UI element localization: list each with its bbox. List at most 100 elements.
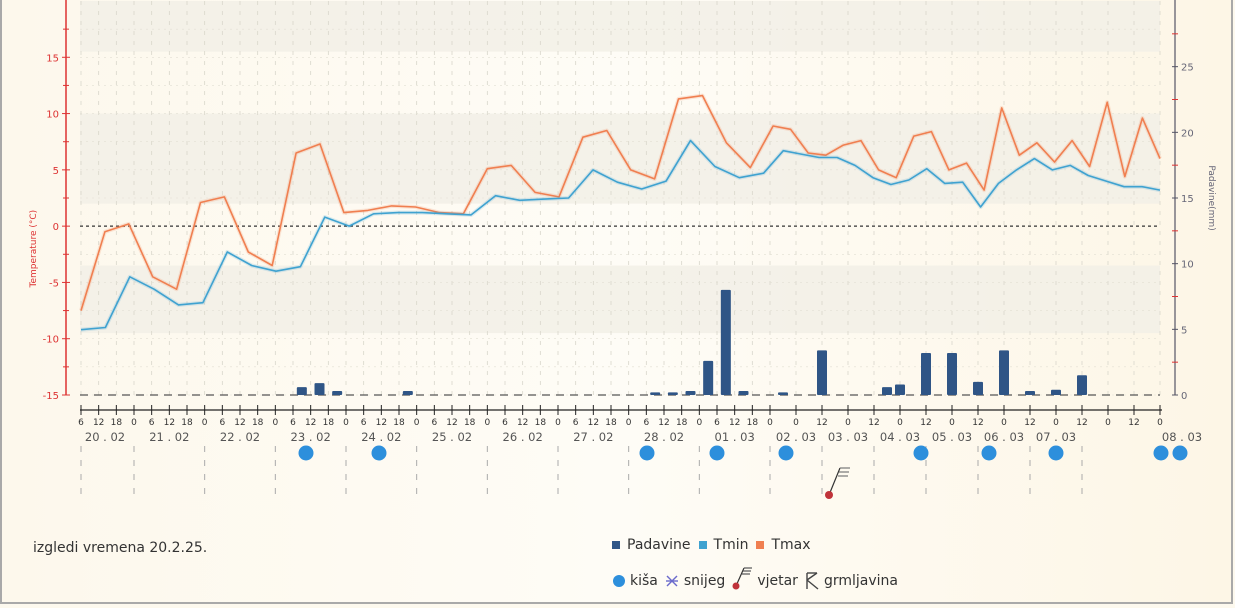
wind-flag-icon bbox=[732, 567, 753, 590]
legend-vjetar: vjetar bbox=[731, 567, 798, 591]
svg-text:20: 20 bbox=[1181, 128, 1194, 139]
svg-text:0: 0 bbox=[131, 418, 137, 428]
temperature-lines bbox=[79, 93, 1162, 332]
svg-text:12: 12 bbox=[1024, 418, 1035, 428]
svg-text:0: 0 bbox=[343, 418, 349, 428]
axes: -15 -10 -5 0 5 10 15 Temperature (°C) 0 5 10 15 20 25… bbox=[29, 0, 1216, 498]
svg-text:12: 12 bbox=[446, 418, 457, 428]
svg-text:0: 0 bbox=[414, 418, 420, 428]
svg-text:28 . 02: 28 . 02 bbox=[644, 430, 684, 444]
svg-text:12: 12 bbox=[1076, 418, 1087, 428]
svg-text:6: 6 bbox=[643, 418, 649, 428]
svg-text:02 . 03: 02 . 03 bbox=[776, 430, 816, 444]
background-bands bbox=[80, 1, 1160, 334]
svg-text:0: 0 bbox=[555, 418, 561, 428]
svg-text:23 . 02: 23 . 02 bbox=[291, 430, 331, 444]
thunder-icon bbox=[806, 572, 819, 590]
svg-text:12: 12 bbox=[93, 418, 104, 428]
svg-text:-15: -15 bbox=[43, 391, 59, 402]
svg-text:12: 12 bbox=[1128, 418, 1139, 428]
svg-text:6: 6 bbox=[714, 418, 720, 428]
svg-text:25: 25 bbox=[1181, 63, 1194, 74]
svg-text:0: 0 bbox=[1105, 418, 1111, 428]
svg-text:6: 6 bbox=[573, 418, 579, 428]
rain-dot-icon bbox=[613, 575, 625, 587]
svg-text:26 . 02: 26 . 02 bbox=[503, 430, 543, 444]
svg-text:6: 6 bbox=[361, 418, 367, 428]
svg-text:5: 5 bbox=[1181, 325, 1187, 336]
svg-text:18: 18 bbox=[393, 418, 405, 428]
forecast-title: izgledi vremena 20.2.25. bbox=[33, 540, 208, 556]
svg-text:06 . 03: 06 . 03 bbox=[984, 430, 1024, 444]
legend-tmin: Tmin bbox=[698, 537, 749, 553]
svg-text:12: 12 bbox=[920, 418, 931, 428]
svg-text:12: 12 bbox=[305, 418, 316, 428]
svg-text:0: 0 bbox=[949, 418, 955, 428]
svg-text:-5: -5 bbox=[49, 278, 59, 289]
svg-text:18: 18 bbox=[605, 418, 617, 428]
svg-text:6: 6 bbox=[290, 418, 296, 428]
svg-text:12: 12 bbox=[972, 418, 983, 428]
svg-text:0: 0 bbox=[845, 418, 851, 428]
svg-text:12: 12 bbox=[376, 418, 387, 428]
weather-markers bbox=[298, 445, 1188, 499]
svg-text:21 . 02: 21 . 02 bbox=[149, 430, 189, 444]
svg-text:12: 12 bbox=[588, 418, 599, 428]
svg-text:0: 0 bbox=[696, 418, 702, 428]
svg-text:12: 12 bbox=[868, 418, 879, 428]
svg-text:12: 12 bbox=[517, 418, 528, 428]
svg-text:18: 18 bbox=[111, 418, 123, 428]
svg-text:0: 0 bbox=[1181, 391, 1187, 402]
legend-label: Padavine bbox=[627, 537, 691, 553]
svg-text:12: 12 bbox=[729, 418, 740, 428]
svg-text:6: 6 bbox=[149, 418, 155, 428]
svg-text:18: 18 bbox=[676, 418, 688, 428]
legend-symbols: kiša snijeg vjetar grmljavina bbox=[612, 567, 898, 591]
svg-text:5: 5 bbox=[53, 166, 59, 177]
svg-text:05 . 03: 05 . 03 bbox=[932, 430, 972, 444]
svg-text:-10: -10 bbox=[43, 335, 59, 346]
tmin-swatch-icon bbox=[698, 541, 707, 549]
legend-kisa: kiša bbox=[612, 573, 658, 589]
legend-grmljavina: grmljavina bbox=[804, 572, 898, 590]
svg-text:18: 18 bbox=[535, 418, 547, 428]
svg-text:18: 18 bbox=[747, 418, 759, 428]
svg-text:18: 18 bbox=[181, 418, 193, 428]
svg-text:12: 12 bbox=[164, 418, 175, 428]
svg-text:25 . 02: 25 . 02 bbox=[432, 430, 472, 444]
svg-text:0: 0 bbox=[272, 418, 278, 428]
svg-text:24 . 02: 24 . 02 bbox=[361, 430, 401, 444]
legend-padavine: Padavine bbox=[612, 537, 691, 553]
svg-text:10: 10 bbox=[46, 110, 59, 121]
svg-text:6: 6 bbox=[431, 418, 437, 428]
svg-text:0: 0 bbox=[53, 222, 59, 233]
svg-text:0: 0 bbox=[1001, 418, 1007, 428]
svg-text:10: 10 bbox=[1181, 260, 1194, 271]
legend-label: grmljavina bbox=[823, 573, 898, 589]
legend-label: Tmin bbox=[713, 537, 749, 553]
svg-text:0: 0 bbox=[1157, 418, 1163, 428]
svg-text:18: 18 bbox=[252, 418, 264, 428]
padavine-swatch-icon bbox=[612, 541, 620, 549]
svg-text:20 . 02: 20 . 02 bbox=[85, 430, 125, 444]
svg-text:12: 12 bbox=[234, 418, 245, 428]
tmax-swatch-icon bbox=[756, 541, 765, 549]
legend-label: Tmax bbox=[771, 537, 811, 553]
svg-text:6: 6 bbox=[78, 418, 84, 428]
svg-text:01 . 03: 01 . 03 bbox=[715, 430, 755, 444]
svg-text:0: 0 bbox=[793, 418, 799, 428]
svg-text:18: 18 bbox=[464, 418, 476, 428]
legend-tmax: Tmax bbox=[756, 537, 811, 553]
svg-text:0: 0 bbox=[484, 418, 490, 428]
legend-label: vjetar bbox=[757, 573, 798, 589]
svg-text:0: 0 bbox=[767, 418, 773, 428]
svg-text:07 . 03: 07 . 03 bbox=[1036, 430, 1076, 444]
svg-text:12: 12 bbox=[816, 418, 827, 428]
svg-text:15: 15 bbox=[46, 53, 59, 64]
svg-text:27 . 02: 27 . 02 bbox=[573, 430, 613, 444]
svg-text:0: 0 bbox=[626, 418, 632, 428]
legend-snijeg: snijeg bbox=[664, 573, 725, 589]
grid-lines bbox=[80, 1, 1161, 396]
snow-star-icon bbox=[665, 575, 678, 587]
svg-text:6: 6 bbox=[219, 418, 225, 428]
